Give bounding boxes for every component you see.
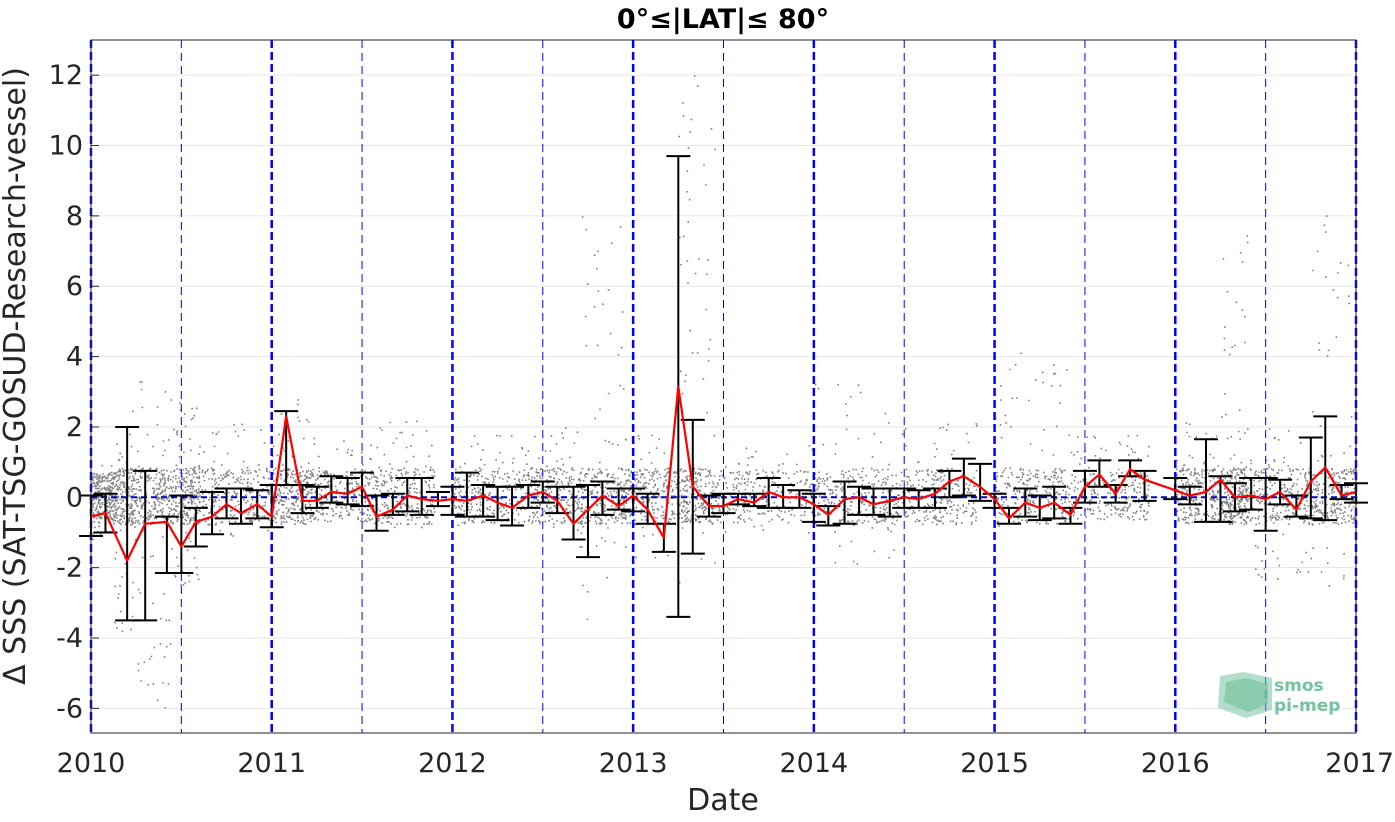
x-tick-label: 2016 [1141,748,1210,779]
logo-shape [1218,672,1272,718]
x-tick-label: 2010 [57,748,126,779]
logo-line1: smos [1274,676,1324,696]
x-tick-labels: 2010 2011 2012 2013 2014 2015 2016 2017 [57,748,1394,779]
y-tick-label: 8 [66,201,83,232]
mean-line [90,385,1357,562]
x-axis-label: Date [687,783,759,818]
y-tick-label: -6 [56,693,83,724]
logo: smos pi-mep [1218,672,1340,718]
y-tick-label: -4 [56,623,83,654]
x-tick-label: 2015 [960,748,1029,779]
y-tick-label: 12 [49,60,83,91]
y-tick-label: 10 [49,131,83,162]
y-tick-label: -2 [56,553,83,584]
y-tick-label: 6 [66,271,83,302]
y-tick-labels: -6 -4 -2 0 2 4 6 8 10 12 [49,60,83,724]
x-tick-label: 2012 [418,748,487,779]
x-tick-label: 2017 [1325,748,1394,779]
logo-line2: pi-mep [1274,696,1340,716]
logo-shape-inner [1224,678,1268,712]
y-tick-label: 4 [66,342,83,373]
plot-frame [90,39,1357,734]
y-tick-label: 2 [66,412,83,443]
y-tick-label: 0 [66,482,83,513]
x-tick-label: 2011 [237,748,306,779]
x-tick-label: 2013 [599,748,668,779]
mean-line-group [90,385,1357,562]
y-axis-label: Δ SSS (SAT-TSG-GOSUD-Research-vessel) [0,67,33,685]
chart-title: 0°≤|LAT|≤ 80° [617,4,829,35]
x-tick-label: 2014 [779,748,848,779]
